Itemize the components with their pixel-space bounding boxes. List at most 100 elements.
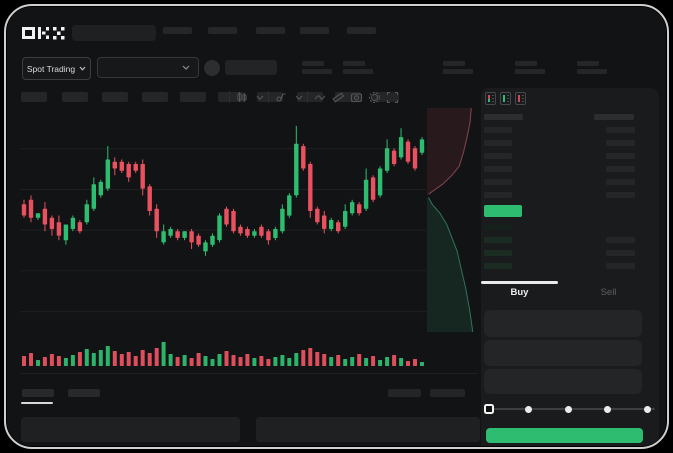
ruler-icon[interactable] <box>332 91 345 104</box>
book-asks-view-icon[interactable] <box>515 92 526 105</box>
asks-depth-line <box>428 108 472 195</box>
candle <box>105 159 110 189</box>
candlestick-icon[interactable] <box>236 91 249 104</box>
volume-bar <box>196 353 201 366</box>
orders-table-placeholder <box>256 417 480 442</box>
toolbar-item-placeholder[interactable] <box>335 92 361 102</box>
search-placeholder[interactable] <box>72 25 156 41</box>
line-chart-icon[interactable] <box>314 91 327 104</box>
stat-group-placeholder <box>577 61 611 75</box>
candle <box>391 150 397 164</box>
chevron-down-icon[interactable] <box>293 91 306 104</box>
candle <box>238 226 243 234</box>
indicators-icon[interactable] <box>275 91 288 104</box>
chevron-down-icon <box>79 66 86 71</box>
stage: OKX Spot Trading <box>7 7 666 446</box>
volume-bar <box>238 357 243 366</box>
bid-amount-placeholder <box>606 237 635 243</box>
toolbar-item-placeholder[interactable] <box>102 92 128 102</box>
tab-buy[interactable]: Buy <box>481 281 558 303</box>
last-price-bar[interactable] <box>484 205 522 217</box>
book-split-view-icon[interactable] <box>485 92 496 105</box>
candle <box>363 179 369 209</box>
slider-dot[interactable] <box>604 405 611 413</box>
volume-bar <box>322 354 327 366</box>
nav-item-placeholder[interactable] <box>347 27 376 34</box>
slider-dot[interactable] <box>644 405 651 413</box>
amount-slider[interactable] <box>481 401 659 417</box>
stat-group-placeholder <box>343 61 377 75</box>
camera-icon[interactable] <box>350 91 363 104</box>
bottom-meta-placeholder <box>388 389 421 397</box>
tab-sell[interactable]: Sell <box>558 281 659 303</box>
buy-submit-button[interactable] <box>486 428 643 443</box>
ask-amount-placeholder <box>606 153 635 159</box>
candle <box>98 181 103 196</box>
toolbar-item-placeholder[interactable] <box>142 92 168 102</box>
volume-bar <box>126 352 131 366</box>
candle <box>49 217 55 229</box>
okx-logo[interactable]: OKX <box>22 26 66 41</box>
market-type-dropdown[interactable]: Spot Trading <box>22 57 91 80</box>
toolbar-item-placeholder[interactable] <box>373 92 399 102</box>
nav-item-placeholder[interactable] <box>208 27 237 34</box>
ask-amount-placeholder <box>606 127 635 133</box>
volume-bar <box>77 352 82 366</box>
candle <box>196 235 201 245</box>
candle <box>259 226 264 236</box>
slider-dot[interactable] <box>565 405 572 413</box>
nav-item-placeholder[interactable] <box>256 27 285 34</box>
volume-bar <box>259 356 264 366</box>
candle <box>210 235 215 245</box>
slider-handle[interactable] <box>484 404 494 414</box>
fullscreen-icon[interactable] <box>386 91 399 104</box>
volume-bar <box>385 357 390 366</box>
bottom-meta-placeholder <box>430 389 465 397</box>
toolbar-item-placeholder[interactable] <box>257 92 283 102</box>
candle <box>336 222 341 232</box>
volume-bar <box>420 362 424 366</box>
order-form-tabs: Buy Sell <box>481 281 659 303</box>
volume-bar <box>343 359 348 366</box>
settings-icon[interactable] <box>368 91 381 104</box>
order-amount-input-placeholder[interactable] <box>484 340 642 366</box>
volume-bar <box>371 356 376 366</box>
toolbar-item-placeholder[interactable] <box>62 92 88 102</box>
candle <box>182 231 187 238</box>
toolbar-item-placeholder[interactable] <box>218 92 244 102</box>
book-icon-swatch <box>517 95 520 102</box>
price-chart <box>20 125 426 313</box>
order-price-input-placeholder[interactable] <box>484 310 642 337</box>
candle <box>287 195 292 216</box>
ask-price-placeholder <box>484 127 512 133</box>
nav-item-placeholder[interactable] <box>300 27 329 34</box>
bottom-tab-placeholder[interactable] <box>68 389 100 397</box>
toolbar-item-placeholder[interactable] <box>21 92 47 102</box>
candle <box>294 143 299 196</box>
candle <box>322 215 327 229</box>
volume-bar <box>266 359 271 366</box>
volume-bar <box>392 355 397 366</box>
candle <box>21 204 27 216</box>
candle <box>203 242 208 252</box>
volume-bar <box>140 350 145 366</box>
nav-item-placeholder[interactable] <box>163 27 192 34</box>
slider-track[interactable] <box>489 408 655 410</box>
book-bids-view-icon[interactable] <box>500 92 511 105</box>
order-total-input-placeholder[interactable] <box>484 369 642 394</box>
toolbar-item-placeholder[interactable] <box>180 92 206 102</box>
bottom-tab-placeholder[interactable] <box>22 389 54 397</box>
volume-bar <box>231 355 236 366</box>
okx-logo-glyph <box>22 27 65 40</box>
orders-table-placeholder <box>21 417 240 442</box>
stat-label-placeholder <box>577 61 599 66</box>
candle <box>112 161 117 169</box>
volume-bar <box>406 361 410 366</box>
volume-bar <box>224 351 229 366</box>
chevron-down-icon[interactable] <box>254 91 267 104</box>
slider-dot[interactable] <box>525 405 532 413</box>
candle <box>329 220 334 229</box>
toolbar-item-placeholder[interactable] <box>297 92 323 102</box>
candle <box>245 229 250 236</box>
pair-dropdown[interactable] <box>97 57 199 78</box>
